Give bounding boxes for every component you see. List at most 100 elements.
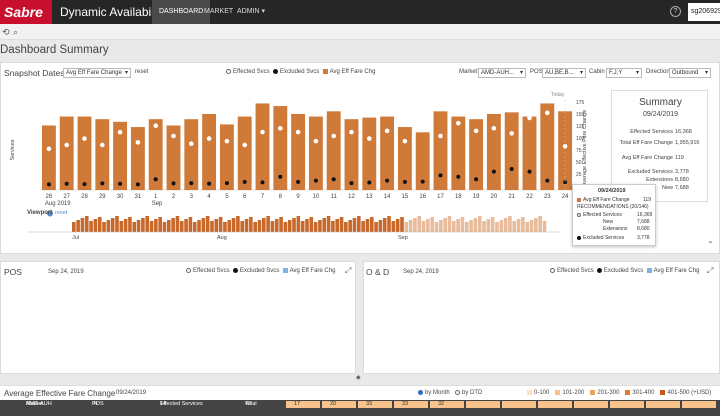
direction-select[interactable]: Outbound: [669, 68, 711, 78]
pos-legend-avg[interactable]: Avg Eff Fare Chg: [289, 268, 336, 275]
x-tick-label: 9: [296, 194, 300, 200]
direction-label: Direction: [646, 69, 670, 75]
nav-admin[interactable]: ADMIN ▾: [237, 8, 266, 15]
x-tick-label: 6: [243, 194, 247, 200]
legend-excluded[interactable]: Excluded Svcs: [272, 69, 319, 75]
snapshot-label: Snapshot Dates: [4, 68, 65, 78]
y2-tick-label: 175: [576, 100, 585, 106]
refresh-icon[interactable]: ⟲: [2, 27, 10, 37]
user-id[interactable]: sg206929: [688, 3, 720, 21]
viewport-reset-link[interactable]: reset: [55, 210, 68, 216]
pos-panel-date: Sep 24, 2019: [48, 269, 84, 275]
point-excluded-svcs: [260, 180, 265, 185]
help-icon[interactable]: ?: [670, 6, 681, 17]
pos-legend-excluded[interactable]: Excluded Svcs: [239, 268, 280, 275]
snapshot-reset-link[interactable]: reset: [135, 69, 149, 75]
viewport-bar: [430, 217, 435, 232]
viewport-bar: [408, 220, 413, 232]
aefc-by-dtd-radio[interactable]: by DTD: [455, 390, 482, 396]
point-excluded-svcs: [224, 181, 229, 186]
viewport-bar: [300, 221, 305, 232]
table-header-cell[interactable]: Total: [245, 401, 257, 407]
point-effected-svcs: [438, 133, 443, 139]
viewport-bar: [318, 220, 322, 232]
collapse-chevron-icon[interactable]: ⌃: [707, 240, 714, 249]
point-effected-svcs: [135, 140, 141, 145]
table-cell: IN: [92, 401, 98, 407]
bar-avg-eff-fare: [469, 119, 484, 190]
viewport-bar: [374, 222, 378, 232]
aefc-title: Average Effective Fare Change: [4, 389, 116, 398]
x-tick-label: 8: [279, 194, 283, 200]
aefc-by-month-radio[interactable]: by Month: [418, 390, 450, 396]
od-legend-avg[interactable]: Avg Eff Fare Chg: [653, 268, 700, 275]
point-excluded-svcs: [242, 179, 247, 184]
range-swatch: [660, 390, 666, 395]
snapshot-metric-select[interactable]: Avg Eff Fare Change: [63, 68, 131, 78]
bar-avg-eff-fare: [451, 116, 466, 190]
bar-avg-eff-fare: [130, 127, 145, 190]
viewport-bar: [296, 216, 301, 232]
point-effected-svcs: [117, 129, 123, 135]
pos-legend-excluded-marker: [232, 268, 238, 273]
viewport-bar: [287, 220, 292, 232]
od-legend-excluded[interactable]: Excluded Svcs: [603, 268, 644, 275]
od-legend-effected[interactable]: Effected Svcs: [557, 268, 594, 275]
viewport-bar: [197, 220, 201, 232]
bar-avg-eff-fare: [273, 106, 288, 190]
table-header-cell[interactable]: POS: [92, 401, 104, 407]
market-label: Market: [459, 69, 478, 75]
viewport-month-sep: Sep: [398, 235, 408, 241]
viewport-bar: [529, 220, 534, 232]
resize-handle-icon[interactable]: ◆: [356, 375, 361, 381]
pos-expand-icon[interactable]: ⤢: [345, 266, 352, 275]
viewport-bar: [188, 217, 193, 232]
legend-effected-text: Effected Svcs: [233, 69, 270, 76]
viewport-bar: [508, 216, 512, 232]
viewport-bar: [525, 222, 530, 232]
summary-key: Excluded Services: [627, 169, 673, 175]
pos-select[interactable]: AU,BE,B...: [542, 68, 586, 78]
summary-value: 119: [675, 155, 684, 161]
bar-avg-eff-fare: [344, 119, 359, 190]
legend-effected[interactable]: Effected Svcs: [226, 69, 270, 75]
table-header-cell[interactable]: Market: [26, 401, 43, 407]
x-tick-label: 22: [526, 194, 533, 200]
nav-dashboard[interactable]: DASHBOARD: [152, 0, 211, 24]
cabin-select[interactable]: F,J,Y: [606, 68, 642, 78]
tooltip-avg-row: Avg Eff Fare Change: [577, 197, 630, 203]
point-excluded-svcs: [100, 181, 105, 186]
market-select[interactable]: AMD-AUH...: [478, 68, 526, 78]
viewport-bar: [89, 221, 93, 232]
viewport-bar: [115, 216, 119, 232]
point-excluded-svcs: [491, 169, 496, 174]
viewport-bar: [145, 216, 150, 232]
viewport-bar: [534, 218, 538, 232]
x-tick-label: 11: [331, 194, 338, 200]
point-effected-svcs: [331, 133, 337, 139]
table-cell: [574, 401, 608, 408]
point-excluded-svcs: [456, 174, 461, 179]
point-excluded-svcs: [82, 182, 87, 187]
x-tick-label: 14: [384, 194, 391, 200]
table-cell: 32: [430, 401, 464, 408]
viewport-bar: [456, 219, 460, 232]
search-icon[interactable]: ⌕: [13, 27, 19, 37]
summary-date: 09/24/2019: [642, 111, 679, 118]
x-tick-label: 20: [491, 194, 498, 200]
tooltip-exc-row: Excluded Services: [577, 235, 624, 241]
od-expand-icon[interactable]: ⤢: [707, 266, 714, 275]
point-effected-svcs: [260, 129, 265, 135]
nav-market[interactable]: MARKET: [204, 8, 234, 15]
summary-key: Avg Eff Fare Change: [621, 155, 673, 161]
od-panel-title: O & D: [366, 267, 390, 277]
viewport-bar: [175, 216, 180, 232]
viewport-bar: [214, 219, 219, 232]
table-header-cell[interactable]: Effected Services: [160, 401, 203, 407]
pos-legend-effected[interactable]: Effected Svcs: [193, 268, 230, 275]
legend-avg[interactable]: Avg Eff Fare Chg: [322, 69, 375, 75]
viewport-bar: [395, 219, 400, 232]
summary-value: 3,778: [675, 169, 689, 175]
range-legend-item: 0-100: [527, 390, 549, 396]
